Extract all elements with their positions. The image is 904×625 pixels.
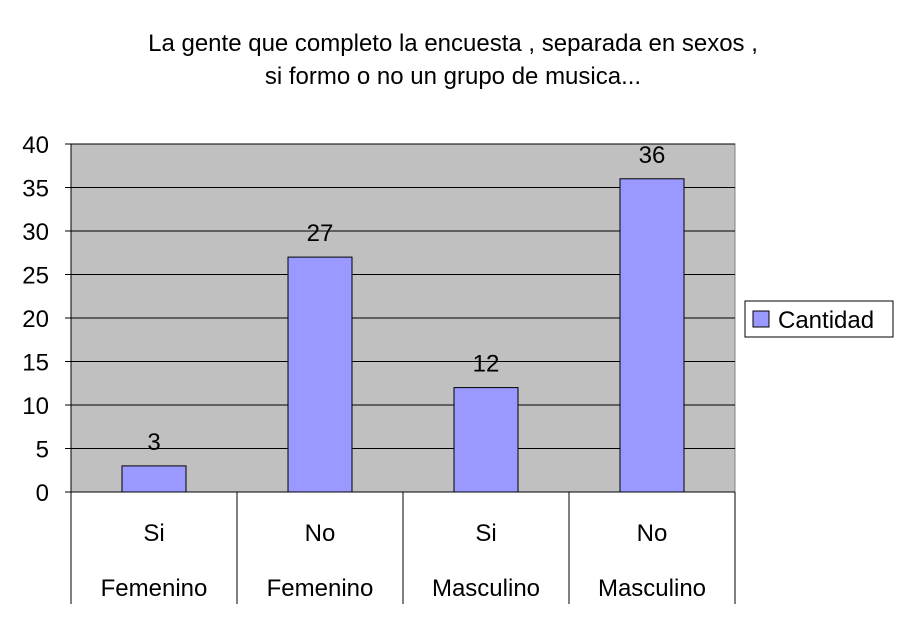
- y-tick-label: 5: [36, 437, 49, 464]
- x-category-label: No: [637, 520, 668, 547]
- legend: Cantidad: [744, 300, 894, 338]
- x-group-label: Femenino: [267, 575, 374, 602]
- y-tick-label: 10: [22, 393, 49, 420]
- bar: [453, 387, 519, 493]
- bar-data-label: 36: [639, 142, 666, 169]
- bar-data-label: 27: [307, 220, 334, 247]
- bar: [121, 465, 187, 493]
- y-tick-label: 25: [22, 263, 49, 290]
- y-tick-label: 35: [22, 176, 49, 203]
- y-tick-label: 20: [22, 306, 49, 333]
- legend-swatch: [752, 310, 770, 328]
- bar-data-label: 3: [147, 429, 160, 456]
- bar: [287, 256, 353, 493]
- y-tick-label: 0: [36, 480, 49, 507]
- chart-title-line-2: si formo o no un grupo de musica...: [265, 63, 641, 90]
- y-tick-label: 40: [22, 132, 49, 159]
- y-tick-label: 15: [22, 350, 49, 377]
- chart-title-line-1: La gente que completo la encuesta , sepa…: [148, 30, 758, 57]
- x-group-label: Femenino: [101, 575, 208, 602]
- y-tick-label: 30: [22, 219, 49, 246]
- x-category-label: Si: [143, 520, 164, 547]
- bar: [619, 178, 685, 493]
- legend-label: Cantidad: [778, 307, 874, 334]
- legend-box: [744, 300, 894, 338]
- x-category-label: Si: [475, 520, 496, 547]
- bar-data-label: 12: [473, 351, 500, 378]
- x-category-label: No: [305, 520, 336, 547]
- x-group-label: Masculino: [432, 575, 540, 602]
- x-group-label: Masculino: [598, 575, 706, 602]
